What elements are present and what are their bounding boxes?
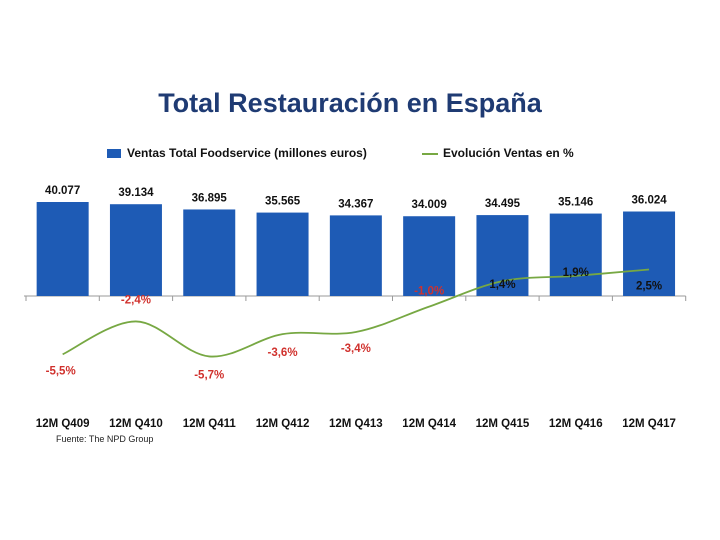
category-label: 12M Q415	[476, 418, 530, 430]
bar-12m-q416	[549, 213, 602, 296]
bar-12m-q411	[183, 209, 236, 296]
pct-label: -3,6%	[268, 347, 298, 359]
category-label: 12M Q412	[256, 418, 310, 430]
category-label: 12M Q414	[402, 418, 456, 430]
bar-value-label: 36.895	[192, 192, 228, 204]
category-label: 12M Q410	[109, 418, 163, 430]
category-label: 12M Q411	[183, 418, 237, 430]
pct-label: 1,9%	[563, 267, 589, 279]
bar-12m-q417	[623, 211, 676, 296]
pct-label: -5,5%	[46, 365, 76, 377]
bar-value-label: 35.146	[558, 197, 593, 209]
pct-label: 1,4%	[489, 279, 515, 291]
bar-value-label: 35.565	[265, 196, 301, 208]
legend-label-sales: Ventas Total Foodservice (millones euros…	[127, 146, 367, 160]
legend-item-evolution: Evolución Ventas en %	[422, 146, 574, 160]
legend-swatch-bar	[107, 149, 121, 159]
pct-label: -1,0%	[414, 286, 444, 298]
bar-value-label: 40.077	[45, 185, 80, 197]
bar-12m-q414	[403, 216, 456, 296]
bar-value-label: 34.009	[412, 199, 447, 211]
category-label: 12M Q416	[549, 418, 603, 430]
pct-label: -3,4%	[341, 343, 371, 355]
pct-label: -5,7%	[194, 369, 224, 381]
bar-12m-q412	[256, 212, 309, 296]
chart-title: Total Restauración en España	[158, 88, 542, 118]
legend-item-sales: Ventas Total Foodservice (millones euros…	[107, 146, 367, 160]
bar-value-label: 34.367	[338, 198, 373, 210]
bar-value-label: 39.134	[118, 187, 154, 199]
pct-label: -2,4%	[121, 294, 151, 306]
evolution-line	[62, 268, 650, 358]
bar-12m-q413	[329, 215, 382, 296]
source-note: Fuente: The NPD Group	[56, 434, 154, 444]
bar-value-label: 36.024	[631, 195, 667, 207]
category-label: 12M Q409	[36, 418, 90, 430]
legend-label-evolution: Evolución Ventas en %	[443, 146, 574, 160]
category-label: 12M Q417	[622, 418, 676, 430]
pct-label: 2,5%	[636, 281, 662, 293]
bar-12m-q410	[109, 204, 162, 296]
bar-12m-q409	[36, 202, 89, 296]
legend-swatch-line	[422, 152, 438, 155]
bar-value-label: 34.495	[485, 198, 521, 210]
category-label: 12M Q413	[329, 418, 383, 430]
bar-12m-q415	[476, 215, 529, 296]
